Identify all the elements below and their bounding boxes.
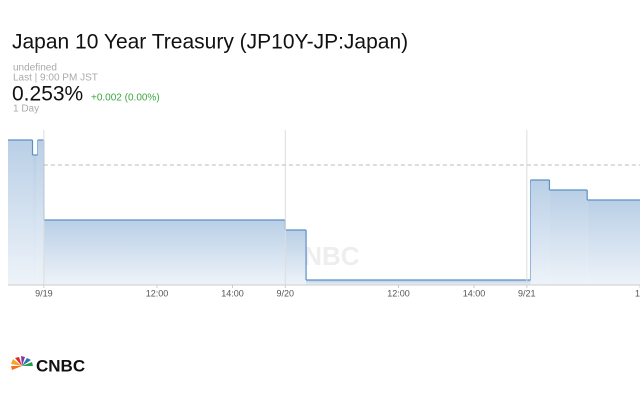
area — [8, 140, 33, 285]
logo: CNBC — [36, 356, 85, 375]
x-tick-label: 12 — [635, 288, 640, 298]
x-tick-label: 12:00 — [146, 288, 169, 298]
x-tick-label: 9/19 — [35, 288, 53, 298]
area — [37, 140, 44, 285]
x-tick-label: 14:00 — [463, 288, 486, 298]
last-time: Last | 9:00 PM JST — [13, 73, 98, 84]
chart-title: Japan 10 Year Treasury (JP10Y-JP:Japan) — [12, 31, 408, 54]
change: +0.002 (0.00%) — [91, 93, 160, 104]
x-tick-label: 12:00 — [387, 288, 410, 298]
area — [306, 280, 531, 285]
x-tick-label: 9/21 — [518, 288, 536, 298]
area — [285, 230, 307, 285]
last-value: 0.253% — [12, 83, 83, 106]
range: 1 Day — [13, 104, 39, 115]
area — [43, 220, 286, 285]
subtitle: undefined — [13, 63, 57, 74]
area — [32, 155, 38, 285]
x-tick-label: 14:00 — [221, 288, 244, 298]
x-tick-label: 9/20 — [277, 288, 295, 298]
area — [587, 200, 640, 285]
area — [549, 190, 588, 285]
logo-icon — [11, 356, 33, 370]
area — [530, 180, 550, 285]
